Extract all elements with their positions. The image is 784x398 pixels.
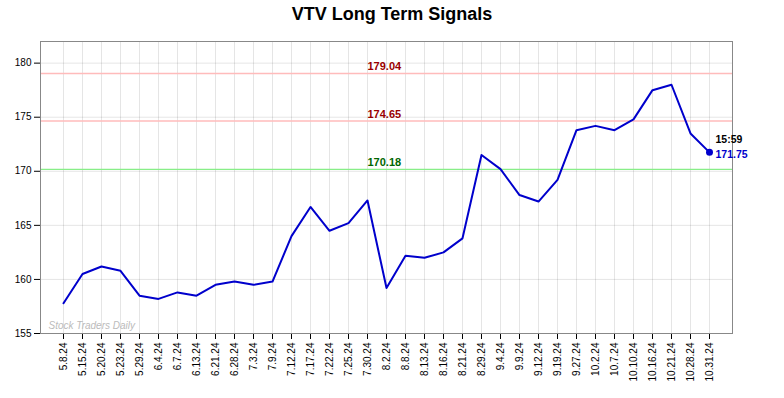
svg-text:155: 155 — [15, 328, 32, 339]
svg-text:10.16.24: 10.16.24 — [647, 342, 658, 381]
svg-text:8.16.24: 8.16.24 — [438, 342, 449, 376]
svg-text:7.30.24: 7.30.24 — [362, 342, 373, 376]
svg-text:7.17.24: 7.17.24 — [305, 342, 316, 376]
svg-text:171.75: 171.75 — [716, 148, 748, 160]
svg-text:Stock Traders Daily: Stock Traders Daily — [49, 320, 137, 331]
svg-text:5.29.24: 5.29.24 — [134, 342, 145, 376]
svg-text:6.13.24: 6.13.24 — [191, 342, 202, 376]
svg-text:7.22.24: 7.22.24 — [324, 342, 335, 376]
svg-text:7.9.24: 7.9.24 — [267, 342, 278, 370]
svg-text:5.23.24: 5.23.24 — [115, 342, 126, 376]
svg-text:160: 160 — [15, 274, 32, 285]
svg-text:5.20.24: 5.20.24 — [96, 342, 107, 376]
svg-text:180: 180 — [15, 57, 32, 68]
svg-text:8.29.24: 8.29.24 — [476, 342, 487, 376]
svg-text:10.31.24: 10.31.24 — [704, 342, 715, 381]
svg-text:9.19.24: 9.19.24 — [552, 342, 563, 376]
svg-text:175: 175 — [15, 111, 32, 122]
html-text:VTV Long Term Signals: VTV Long Term Signals — [291, 4, 493, 24]
svg-text:9.27.24: 9.27.24 — [571, 342, 582, 376]
svg-text:6.7.24: 6.7.24 — [172, 342, 183, 370]
svg-text:170: 170 — [15, 165, 32, 176]
svg-text:7.3.24: 7.3.24 — [248, 342, 259, 370]
svg-text:6.4.24: 6.4.24 — [153, 342, 164, 370]
svg-text:179.04: 179.04 — [368, 60, 403, 72]
svg-text:10.7.24: 10.7.24 — [609, 342, 620, 376]
svg-text:7.25.24: 7.25.24 — [343, 342, 354, 376]
svg-text:8.13.24: 8.13.24 — [419, 342, 430, 376]
svg-text:170.18: 170.18 — [368, 156, 402, 168]
svg-text:9.4.24: 9.4.24 — [495, 342, 506, 370]
svg-text:5.15.24: 5.15.24 — [77, 342, 88, 376]
svg-text:8.21.24: 8.21.24 — [457, 342, 468, 376]
svg-text:10.10.24: 10.10.24 — [628, 342, 639, 381]
svg-text:8.2.24: 8.2.24 — [381, 342, 392, 370]
svg-text:9.12.24: 9.12.24 — [533, 342, 544, 376]
svg-text:165: 165 — [15, 220, 32, 231]
svg-text:9.9.24: 9.9.24 — [514, 342, 525, 370]
svg-text:7.12.24: 7.12.24 — [286, 342, 297, 376]
svg-text:5.8.24: 5.8.24 — [58, 342, 69, 370]
svg-text:8.8.24: 8.8.24 — [400, 342, 411, 370]
svg-text:10.21.24: 10.21.24 — [666, 342, 677, 381]
svg-text:174.65: 174.65 — [368, 108, 402, 120]
svg-text:10.2.24: 10.2.24 — [590, 342, 601, 376]
svg-text:10.28.24: 10.28.24 — [685, 342, 696, 381]
svg-text:15:59: 15:59 — [716, 133, 743, 145]
svg-text:6.21.24: 6.21.24 — [210, 342, 221, 376]
svg-text:6.28.24: 6.28.24 — [229, 342, 240, 376]
